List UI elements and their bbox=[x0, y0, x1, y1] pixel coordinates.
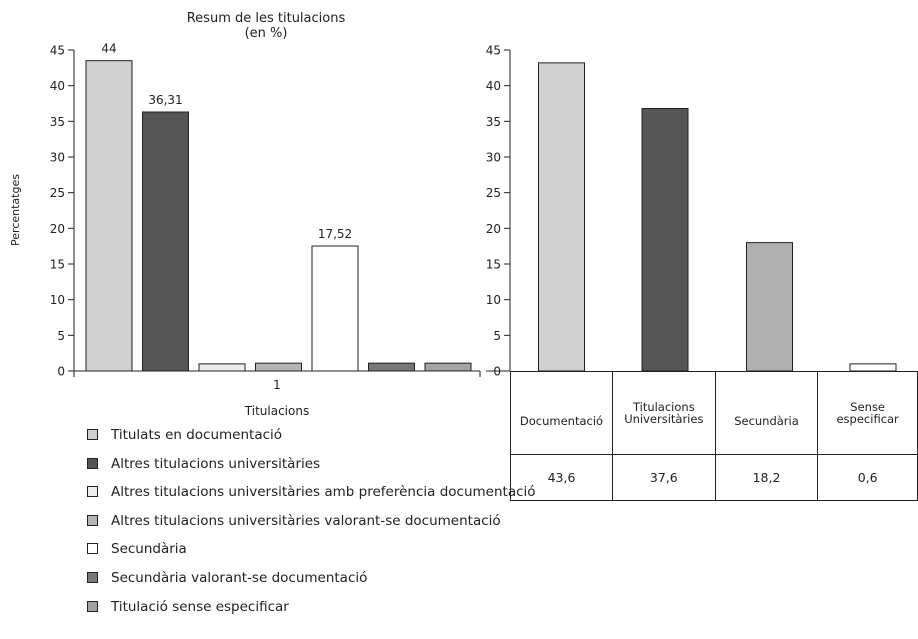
chart2-bar bbox=[746, 242, 793, 372]
legend-swatch bbox=[87, 543, 98, 555]
table-value-cell: 0,6 bbox=[817, 454, 918, 501]
summary-table: Documentació Titulacions Universitàries Sec… bbox=[510, 371, 918, 501]
legend-swatch bbox=[87, 457, 98, 469]
chart1-ylabel: Percentatges bbox=[9, 174, 22, 246]
table-header-cell: Documentació bbox=[510, 371, 613, 455]
chart1-y-tick-label: 30 bbox=[50, 151, 65, 165]
table-header-cell: Sense especificar bbox=[817, 371, 918, 455]
legend-swatch bbox=[87, 429, 98, 440]
table-value-cell: 43,6 bbox=[510, 454, 613, 501]
chart2-bar bbox=[538, 62, 585, 372]
table-header-cell: Secundària bbox=[714, 371, 819, 455]
chart1-data-label: 36,31 bbox=[148, 93, 182, 107]
chart1-y-tick-label: 40 bbox=[50, 79, 65, 93]
chart1-bar bbox=[311, 245, 359, 372]
chart1-bar bbox=[368, 362, 415, 372]
chart1-y-tick-label: 0 bbox=[57, 365, 65, 379]
chart1-y-tick-label: 20 bbox=[50, 222, 65, 236]
chart1-y-tick-label: 35 bbox=[50, 115, 65, 129]
legend-label: Altres titulacions universitàries amb pr… bbox=[111, 484, 536, 501]
table-header-cell: Titulacions Universitàries bbox=[612, 371, 716, 455]
chart1-bar bbox=[85, 60, 133, 372]
chart1-y-tick-label: 45 bbox=[50, 44, 65, 58]
chart1-bar bbox=[142, 111, 189, 372]
chart2-y-tick-label: 0 bbox=[493, 365, 501, 379]
legend-swatch bbox=[87, 572, 98, 583]
chart1-data-label: 17,52 bbox=[318, 227, 352, 241]
chart1-bar bbox=[255, 362, 302, 372]
legend-label: Altres titulacions universitàries bbox=[111, 455, 321, 472]
legend-label: Titulació sense especificar bbox=[111, 598, 289, 615]
legend-swatch bbox=[87, 486, 98, 498]
legend-swatch bbox=[87, 600, 98, 612]
chart2-y-tick-label: 5 bbox=[493, 329, 501, 343]
chart1-subtitle: (en %) bbox=[245, 26, 288, 41]
legend-label: Altres titulacions universitàries valora… bbox=[111, 512, 501, 529]
chart1-x-tick-label: 1 bbox=[273, 378, 281, 392]
chart2-y-tick-label: 15 bbox=[486, 258, 501, 272]
chart1-y-tick-label: 15 bbox=[50, 258, 65, 272]
chart1-xlabel: Titulacions bbox=[244, 404, 309, 418]
legend-label: Secundària bbox=[111, 541, 187, 558]
chart1-title: Resum de les titulacions bbox=[187, 11, 346, 26]
chart1-y-tick-label: 10 bbox=[50, 293, 65, 307]
chart1-bar bbox=[424, 362, 472, 372]
table-value-cell: 37,6 bbox=[612, 454, 716, 501]
chart2-y-tick-label: 30 bbox=[486, 151, 501, 165]
chart2-bar bbox=[849, 363, 897, 372]
chart2-y-tick-label: 10 bbox=[486, 293, 501, 307]
chart2-y-tick-label: 45 bbox=[486, 44, 501, 58]
legend-swatch bbox=[87, 514, 98, 526]
legend-label: Titulats en documentació bbox=[111, 427, 283, 443]
chart2-y-tick-label: 20 bbox=[486, 222, 501, 236]
chart2-y-tick-label: 25 bbox=[486, 186, 501, 200]
chart1-data-label: 44 bbox=[101, 42, 116, 56]
chart1-bar bbox=[198, 363, 246, 372]
chart2-y-tick-label: 40 bbox=[486, 79, 501, 93]
legend-label: Secundària valorant-se documentació bbox=[111, 570, 368, 586]
chart1-y-tick-label: 25 bbox=[50, 186, 65, 200]
table-value-cell: 18,2 bbox=[714, 454, 819, 501]
chart2-bar bbox=[641, 107, 689, 372]
chart1-y-tick-label: 5 bbox=[57, 329, 65, 343]
chart2-y-tick-label: 35 bbox=[486, 115, 501, 129]
